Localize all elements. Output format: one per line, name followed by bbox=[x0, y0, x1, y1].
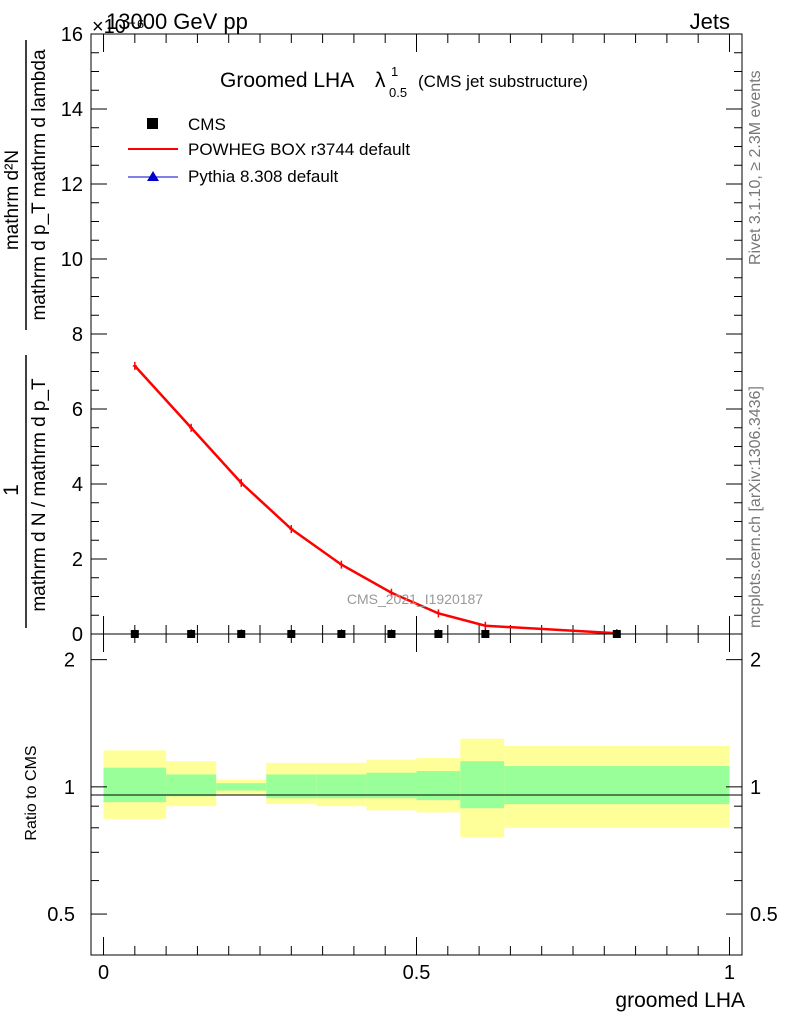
ratio-band-inner bbox=[166, 774, 217, 797]
main-y-tick-label: 12 bbox=[61, 174, 83, 196]
ratio-y-tick-label-right: 2 bbox=[750, 650, 761, 672]
ratio-band-inner bbox=[416, 771, 461, 801]
ratio-y-tick-label-left: 0.5 bbox=[47, 904, 75, 926]
main-y-tick-label: 6 bbox=[72, 399, 83, 421]
plot-title: Groomed LHA λ 1 0.5 (CMS jet substructur… bbox=[220, 64, 588, 100]
y-exponent: ×10⁻⁶ bbox=[92, 16, 145, 38]
ratio-panel: 0.5 0.5 1 1 2 2 0 0.5 1 bbox=[47, 633, 778, 984]
main-y-tick-label: 8 bbox=[72, 324, 83, 346]
ratio-band-inner bbox=[504, 766, 730, 805]
legend-pythia-marker bbox=[147, 171, 159, 181]
ratio-x-tick-label: 0.5 bbox=[403, 962, 431, 984]
ratio-y-tick-label-right: 0.5 bbox=[750, 904, 778, 926]
main-y-tick-label: 14 bbox=[61, 99, 83, 121]
ratio-band-inner bbox=[103, 767, 167, 803]
legend: CMS POWHEG BOX r3744 default Pythia 8.30… bbox=[128, 115, 410, 186]
header-left: 13000 GeV pp bbox=[106, 9, 248, 34]
ratio-frame bbox=[90, 633, 743, 956]
ratio-y-tick-label-left: 1 bbox=[64, 777, 75, 799]
legend-pythia-label: Pythia 8.308 default bbox=[188, 167, 339, 186]
legend-cms-label: CMS bbox=[188, 115, 226, 134]
ratio-x-tick-label: 1 bbox=[724, 962, 735, 984]
ratio-band-inner bbox=[316, 774, 367, 799]
main-panel: 0 2 4 6 8 10 12 14 16 bbox=[61, 24, 743, 646]
main-y-tick-label: 16 bbox=[61, 24, 83, 46]
legend-powheg-label: POWHEG BOX r3744 default bbox=[188, 140, 410, 159]
ylabel-denominator-deriv: mathrm d p_T mathrm d lambda bbox=[29, 49, 50, 320]
plot-title-sup: 1 bbox=[391, 64, 398, 79]
ratio-x-tick-label: 0 bbox=[98, 962, 109, 984]
ylabel-numerator-deriv: mathrm d²N bbox=[2, 150, 23, 250]
ratio-bands bbox=[103, 738, 730, 838]
main-ticks: 0 2 4 6 8 10 12 14 16 bbox=[61, 24, 742, 646]
main-y-tick-label: 2 bbox=[72, 549, 83, 571]
rivet-label: Rivet 3.1.10, ≥ 2.3M events bbox=[747, 70, 764, 265]
ylabel-ratio: Ratio to CMS bbox=[23, 745, 40, 840]
ylabel-denominator: mathrm d N / mathrm d p_T bbox=[29, 378, 50, 612]
ratio-band-inner bbox=[216, 783, 267, 791]
x-axis-label: groomed LHA bbox=[615, 989, 745, 1012]
ratio-y-tick-label-left: 2 bbox=[64, 650, 75, 672]
ratio-band-inner bbox=[266, 774, 317, 799]
header-right: Jets bbox=[690, 9, 730, 34]
ratio-band-inner bbox=[460, 761, 505, 809]
plot-title-sub: 0.5 bbox=[389, 85, 407, 100]
ylabel-one: 1 bbox=[0, 484, 23, 496]
main-y-tick-label: 10 bbox=[61, 249, 83, 271]
ratio-band-inner bbox=[366, 772, 417, 799]
plot-title-main: Groomed LHA bbox=[220, 69, 354, 92]
plot-title-note: (CMS jet substructure) bbox=[418, 72, 588, 91]
legend-cms-marker bbox=[147, 118, 158, 129]
main-y-tick-label: 4 bbox=[72, 474, 83, 496]
mcplots-label: mcplots.cern.ch [arXiv:1306.3436] bbox=[747, 386, 764, 628]
plot-title-lambda: λ bbox=[375, 69, 386, 92]
main-y-tick-label: 0 bbox=[72, 624, 83, 646]
main-ylabel: 1 mathrm d N / mathrm d p_T mathrm d²N m… bbox=[0, 40, 50, 628]
analysis-watermark: CMS_2021_I1920187 bbox=[347, 591, 483, 607]
ratio-y-tick-label-right: 1 bbox=[750, 777, 761, 799]
